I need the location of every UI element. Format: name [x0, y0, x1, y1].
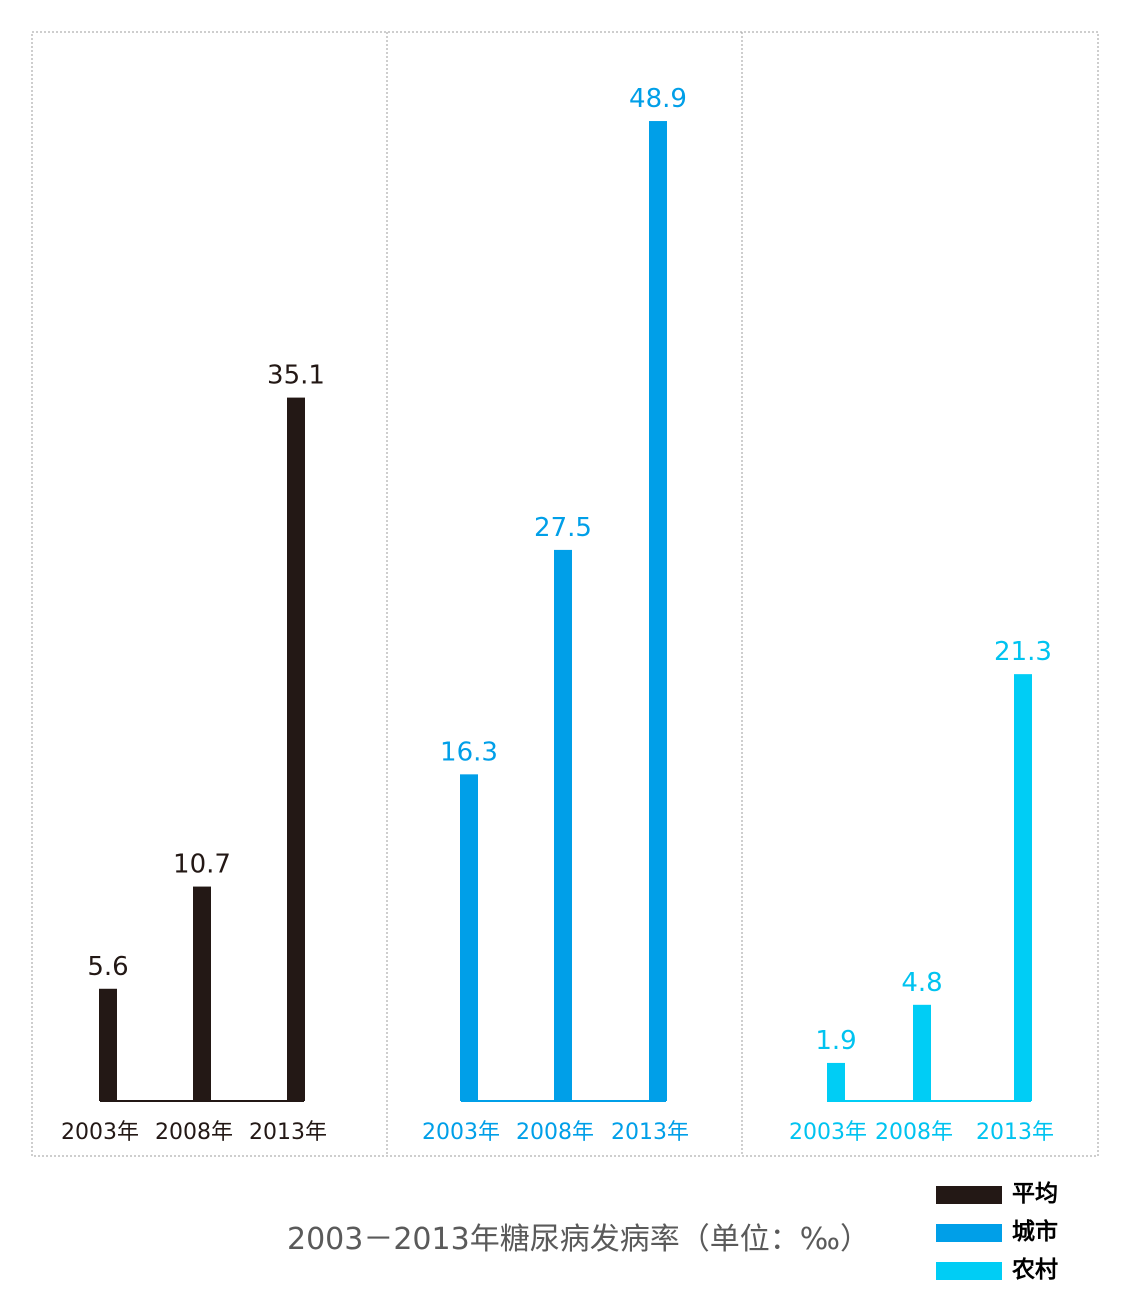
bar	[287, 397, 305, 1101]
data-label: 4.8	[901, 968, 942, 998]
data-label: 21.3	[994, 637, 1052, 667]
legend-swatch	[936, 1224, 1002, 1242]
bar	[99, 988, 117, 1101]
bar	[460, 774, 478, 1101]
x-tick-label: 2003年	[61, 1120, 139, 1145]
legend-item-average: 平均	[936, 1178, 1116, 1216]
legend-item-urban: 城市	[936, 1216, 1116, 1254]
legend-item-rural: 农村	[936, 1254, 1116, 1292]
legend: 平均 城市 农村	[936, 1178, 1116, 1292]
x-tick-label: 2008年	[516, 1120, 594, 1145]
x-tick-label: 2013年	[976, 1120, 1054, 1145]
data-label: 1.9	[815, 1026, 856, 1056]
bar	[649, 121, 667, 1101]
data-label: 10.7	[173, 850, 231, 880]
legend-label: 城市	[1012, 1219, 1058, 1245]
x-tick-label: 2008年	[875, 1120, 953, 1145]
legend-swatch	[936, 1186, 1002, 1204]
x-tick-label: 2003年	[789, 1120, 867, 1145]
chart-frame	[31, 31, 1099, 1157]
legend-swatch	[936, 1262, 1002, 1280]
data-label: 16.3	[440, 737, 498, 767]
bar	[913, 1004, 931, 1101]
chart-title: 2003－2013年糖尿病发病率（单位：‰）	[287, 1222, 870, 1257]
x-tick-label: 2013年	[611, 1120, 689, 1145]
bar	[827, 1062, 845, 1101]
x-tick-label: 2008年	[155, 1120, 233, 1145]
data-label: 27.5	[534, 513, 592, 543]
bar	[554, 549, 572, 1101]
bar-chart: 5.6 2003年 10.7 2008年 35.1 2013年 16.3 2003年 27.5 2…	[31, 31, 1099, 1157]
bar	[1014, 674, 1032, 1101]
x-tick-label: 2013年	[249, 1120, 327, 1145]
x-tick-label: 2003年	[422, 1120, 500, 1145]
bar	[193, 886, 211, 1101]
data-label: 5.6	[87, 952, 128, 982]
legend-label: 农村	[1012, 1257, 1058, 1283]
data-label: 35.1	[267, 361, 325, 391]
legend-label: 平均	[1012, 1181, 1058, 1207]
data-label: 48.9	[629, 84, 687, 114]
